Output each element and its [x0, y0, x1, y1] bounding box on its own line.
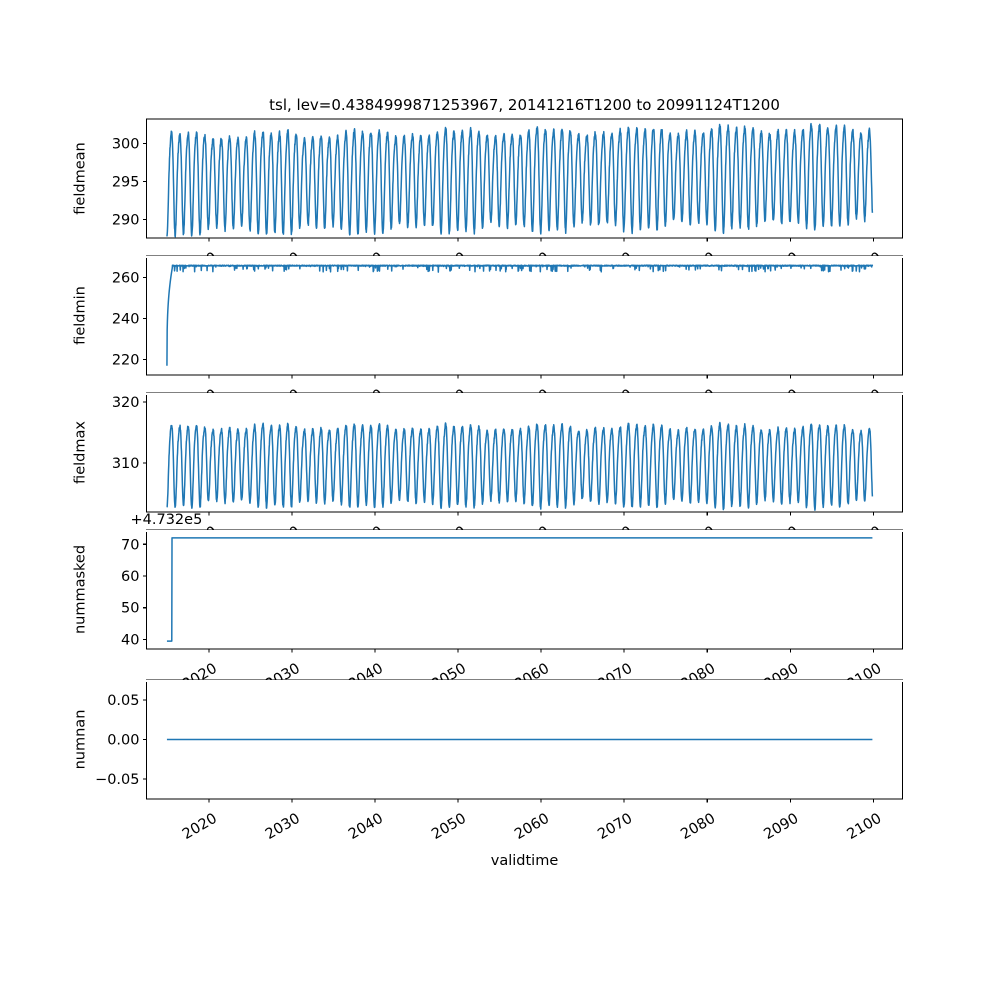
axes-spines-fieldmean — [145, 118, 904, 239]
y-axis-label-nummasked: nummasked — [73, 545, 89, 634]
y-axis-label-fieldmin: fieldmin — [73, 286, 89, 345]
y-axis-offset-text-nummasked: +4.732e5 — [131, 512, 203, 528]
y-tick-label-fieldmax-1: 320 — [112, 395, 140, 411]
panel-background-fieldmin — [146, 256, 903, 375]
x-tick-label-numnan-5: 2070 — [595, 811, 635, 843]
y-tick-label-fieldmean-0: 290 — [112, 213, 140, 229]
x-axis-label: validtime — [491, 853, 559, 869]
y-tick-label-fieldmean-1: 295 — [112, 175, 140, 191]
x-tick-label-numnan-6: 2080 — [678, 811, 718, 843]
y-tick-label-nummasked-3: 70 — [121, 537, 139, 553]
tick-label-clip-mask-2 — [0, 530, 1000, 532]
panel-background-nummasked — [146, 530, 903, 649]
x-tick-label-numnan-3: 2050 — [429, 811, 469, 843]
chart-title: tsl, lev=0.4384999871253967, 20141216T12… — [269, 96, 780, 114]
y-tick-label-fieldmin-0: 220 — [112, 353, 140, 369]
y-tick-label-fieldmin-1: 240 — [112, 312, 140, 328]
y-tick-label-fieldmin-2: 260 — [112, 271, 140, 287]
y-tick-label-numnan-0: −0.05 — [95, 772, 139, 788]
x-tick-label-numnan-4: 2060 — [512, 811, 552, 843]
tick-label-clip-mask-0 — [0, 256, 1000, 258]
x-tick-label-numnan-0: 2020 — [180, 811, 220, 843]
y-tick-label-numnan-1: 0.00 — [107, 733, 139, 749]
data-line-fieldmean — [166, 122, 874, 238]
y-tick-label-nummasked-2: 60 — [121, 569, 139, 585]
data-line-fieldmax — [166, 421, 874, 511]
y-tick-label-fieldmean-2: 300 — [112, 136, 140, 152]
y-axis-label-numnan: numnan — [73, 710, 89, 770]
panel-numnan: −0.05 0.00 0.05 numnan 2020 2030 2040 2050 2060 2… — [73, 679, 904, 843]
y-axis-label-fieldmean: fieldmean — [73, 142, 89, 214]
y-axis-label-fieldmax: fieldmax — [73, 421, 89, 484]
tick-label-clip-mask-3 — [0, 680, 1000, 682]
tick-label-clip-mask-1 — [0, 393, 1000, 395]
y-tick-label-nummasked-0: 40 — [121, 632, 139, 648]
x-tick-label-numnan-8: 2100 — [844, 811, 884, 843]
x-tick-label-numnan-7: 2090 — [761, 811, 801, 843]
x-tick-label-numnan-2: 2040 — [346, 811, 386, 843]
y-tick-label-fieldmax-0: 310 — [112, 456, 140, 472]
y-tick-label-nummasked-1: 50 — [121, 601, 139, 617]
y-tick-label-numnan-2: 0.05 — [107, 693, 139, 709]
x-tick-label-numnan-1: 2030 — [263, 811, 303, 843]
data-line-fieldmin — [166, 264, 874, 366]
data-line-nummasked — [166, 537, 873, 642]
